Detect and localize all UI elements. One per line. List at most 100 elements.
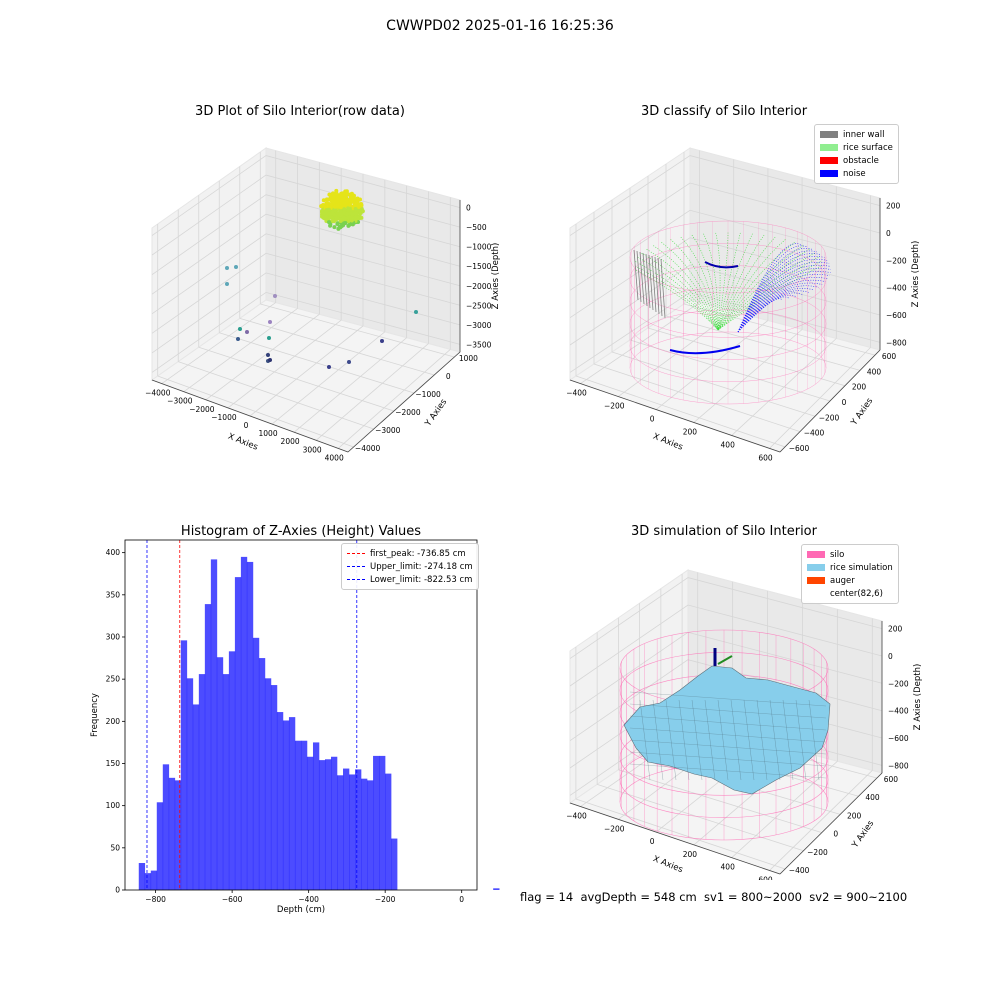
histogram-frame [124,539,478,891]
raw-point [353,207,358,211]
raw-outlier-point [225,282,229,286]
simulation-mesh-line [629,703,827,719]
histogram-legend-item: Upper_limit: -274.18 cm [347,560,473,573]
histogram-bar [264,678,272,890]
cls-zgrid [569,182,881,264]
raw-outlier-point [414,310,418,314]
histogram: −800 −600 −400 −200 0 0 50 100 150 200 250 300 350 40… [90,539,500,915]
raw-xtick: 1000 [259,429,278,438]
raw-xgrid [227,319,342,409]
simulation-legend-swatch [807,577,825,584]
classify-plot: −400−20002004006006004002000−200−400−600… [566,147,921,462]
raw-point [355,215,360,220]
sim-xtick: 0 [650,837,655,846]
classify-wall-line [648,254,654,311]
simulation-mesh-line [743,699,755,781]
histogram-bar [144,873,152,890]
raw-xgrid [337,349,451,449]
classify-wall-line [651,255,657,313]
raw-ygrid [198,346,395,412]
raw-zgrid [151,272,461,354]
raw-xtick: −1000 [211,413,237,422]
raw-zgrid [151,291,461,373]
raw-point [327,192,332,197]
cls-ygrid [647,327,846,387]
raw-zgrid [151,174,461,256]
simulation-plot: −400−20002004006006004002000−200−4002000… [566,569,923,880]
classify-silo-ring [629,287,827,360]
sim-xtick: 400 [721,863,736,872]
simulation-mesh-line [717,699,729,781]
cls-xlabel: X Axies [651,432,684,453]
raw-point [342,201,347,206]
histogram-bar [373,755,380,890]
histogram-ytick-label: 150 [106,759,121,768]
cls-ytick: −600 [789,444,810,453]
cls-ztick: −800 [886,338,907,347]
raw-point [346,219,351,224]
sim-ztick: 200 [888,625,903,634]
sim-ygrid [575,798,786,870]
cls-ytick: 400 [867,367,882,376]
histogram-bar [355,769,362,890]
raw-point [359,202,364,206]
raw-point [324,214,329,219]
cls-xtick: 400 [721,440,736,449]
classify-wall-line [636,250,642,303]
cls-ygrid [611,351,816,417]
raw-point [332,225,337,230]
histogram-xtick-label: −800 [145,895,166,904]
histogram-bar [234,577,242,890]
cls-ygrid [665,315,861,371]
histogram-bar [306,756,314,890]
classify-wall-line [657,257,663,317]
histogram-bar [192,704,200,890]
classify-legend-swatch [820,157,838,164]
raw-point [350,212,355,217]
sim-ytick: 0 [833,830,838,839]
classify-rice-ray [670,239,719,331]
raw-point [348,202,352,207]
cls-yaxis-line [779,349,881,453]
sim-zlabel: Z Axies (Depth) [913,664,923,731]
sim-xtick: 200 [683,850,698,859]
histogram-bar [282,720,290,890]
classify-rice-ray [717,232,741,331]
raw-xgrid [293,337,407,433]
histogram-ylabel: Frequency [90,693,100,737]
classify-noise-arc [704,261,739,269]
sim-ztick: −800 [888,761,909,770]
cls-ygrid [683,303,876,356]
raw-point [324,208,329,213]
sim-ygrid [597,783,804,852]
raw-ygrid [157,375,354,448]
raw-point [335,203,340,208]
histogram-bar [324,759,332,890]
raw-outlier-point [267,336,271,340]
histogram-xtick-label: −400 [298,895,319,904]
raw-point [355,199,360,204]
raw-outlier-point [347,360,351,364]
raw-ylabel: Y Axies [423,397,450,429]
simulation-center-marker [717,655,733,665]
raw-point [352,196,357,201]
classify-legend-swatch [820,144,838,151]
histogram-title: Histogram of Z-Axies (Height) Values [180,524,422,539]
histogram-bar [379,755,386,890]
sim-ztick: −200 [888,679,909,688]
raw-xgrid [271,331,386,425]
simulation-legend-item: silo [807,548,893,561]
histogram-legend-label: Lower_limit: -822.53 cm [370,574,473,585]
classify-silo-ring [629,220,827,294]
cls-xtick: −400 [566,389,587,398]
histogram-bar [270,685,278,890]
raw-point [327,211,331,216]
sim-ylabel: Y Axies [850,818,877,850]
classify-wall-line [660,258,666,319]
raw-point [322,211,327,216]
cls-ytick: 0 [842,398,847,407]
sim-ytick: −400 [789,866,810,875]
histogram-legend-line [347,579,365,580]
raw-ygrid [239,318,435,376]
cls-ytick: 200 [852,383,867,392]
